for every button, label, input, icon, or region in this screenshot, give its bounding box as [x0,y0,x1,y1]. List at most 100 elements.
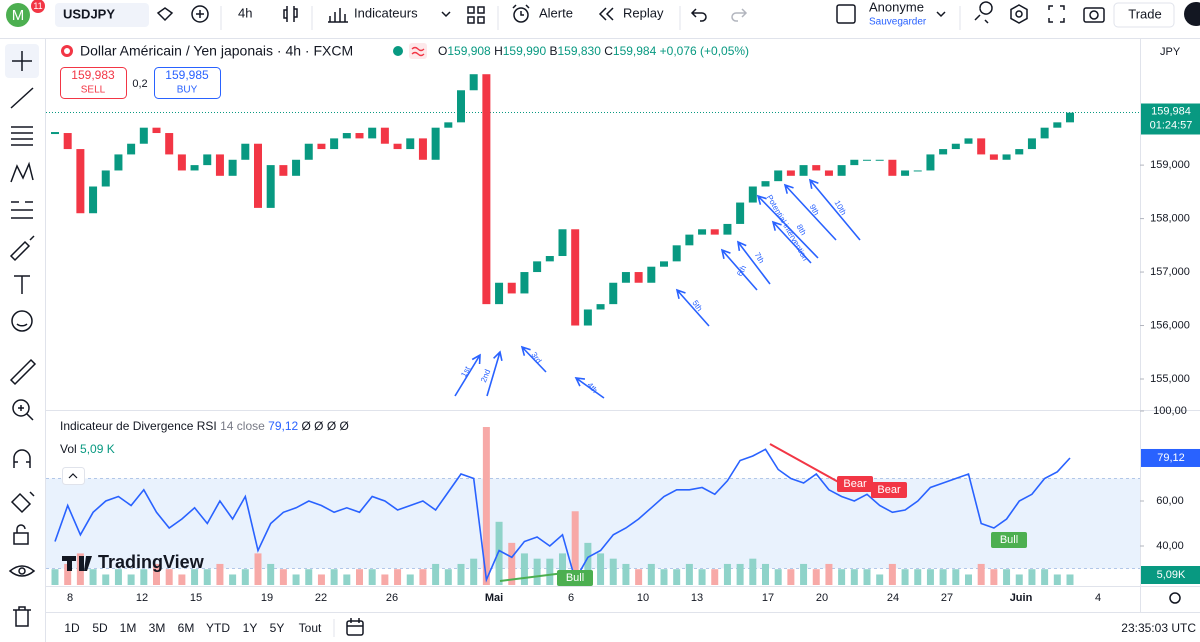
range-button[interactable]: 5D [92,621,108,635]
candle [215,154,224,176]
tool-ruler[interactable] [9,358,37,386]
alert-button[interactable]: Alerte [539,5,573,20]
account-button[interactable] [1184,2,1200,26]
candle [342,133,351,139]
logo[interactable] [6,3,30,27]
trade-button-box[interactable] [1113,2,1175,28]
interval[interactable]: 4h [238,5,252,20]
icon-indicators[interactable] [328,8,348,23]
volume-bar [368,569,376,585]
candle [774,170,783,182]
time-label: 15 [190,592,202,604]
candle [939,149,948,155]
time-label: 17 [762,592,774,604]
volume-badge-label: 5,09K [1157,569,1186,581]
candle [748,186,757,203]
range-button[interactable]: 1Y [243,621,258,635]
flag-icon-inner [64,48,70,54]
range-button[interactable]: 5Y [270,621,285,635]
icon-axis-settings[interactable] [1169,592,1181,604]
candle [89,186,98,214]
icon-chevron[interactable] [936,11,946,18]
range-button[interactable]: YTD [206,621,230,635]
icon-add[interactable] [191,5,209,23]
candle [127,143,136,155]
icon-settings[interactable] [1010,4,1028,24]
tool-text[interactable] [14,275,30,294]
range-button[interactable]: 1D [64,621,80,635]
time-label: 6 [568,592,574,604]
tool-fib[interactable] [11,126,33,146]
volume-bar [419,569,427,585]
symbol-box[interactable] [55,3,149,27]
volume-bar [901,569,909,585]
tool-visibility[interactable] [8,565,36,577]
tool-crosshair[interactable] [12,51,32,71]
tool-forecast[interactable] [11,201,33,219]
icon-undo[interactable] [690,8,707,22]
volume-bar [597,553,605,585]
tool-emoji[interactable] [11,310,33,332]
divergence-label: Bear [843,478,867,490]
candle [190,165,199,171]
rsi-band [46,478,1140,569]
vol-legend: Vol 5,09 K [60,442,115,456]
icon-snapshot[interactable] [1083,7,1105,23]
range-button[interactable]: 6M [178,621,195,635]
rsi-value: 79,12 [268,419,298,433]
save-label[interactable]: Sauvegarder [869,17,927,28]
icon-candles[interactable] [283,6,298,22]
candle [736,202,745,224]
time-label: 22 [315,592,327,604]
candle [139,127,148,144]
tool-magnet[interactable] [13,449,31,468]
volume-bar [343,574,351,585]
currency-box[interactable] [1148,42,1192,62]
range-button[interactable]: 3M [149,621,166,635]
volume-bar [749,558,757,585]
icon-quick-search[interactable] [974,1,993,24]
icon-chevron[interactable] [441,11,451,18]
icon-layout[interactable] [467,6,485,24]
icon-goto-date[interactable] [346,620,364,636]
volume-bar [711,569,719,585]
candle [482,74,491,305]
ohlc-key: O [438,44,447,58]
plot: 155,000 156,000 157,000 158,000 159,000 100,0… [46,74,1200,604]
icon-compare[interactable] [156,7,174,22]
tool-lock[interactable] [13,532,29,545]
candle [964,138,973,144]
currency[interactable]: JPY [1160,46,1181,58]
volume-bar [114,569,122,585]
candle [545,256,554,262]
indicators-button[interactable]: Indicateurs [354,5,418,20]
candle [571,229,580,326]
icon-replay[interactable] [598,7,614,21]
collapse-button[interactable] [62,467,85,485]
tool-trendline[interactable] [10,87,34,109]
icon-fullscreen[interactable] [1048,5,1065,23]
buy-button[interactable] [154,67,221,99]
candle [621,272,630,283]
range-button[interactable]: Tout [299,621,322,635]
volume-bar [863,569,871,585]
badge [31,0,45,13]
annotation-arrow [675,288,710,327]
replay-button[interactable]: Replay [623,5,664,20]
volume-bar [990,569,998,585]
icon-layout-save[interactable] [836,4,856,24]
tool-brush[interactable] [9,235,35,262]
tool-lock-draw[interactable] [10,491,35,514]
range-button[interactable]: 1M [120,621,137,635]
volume-bar [178,574,186,585]
candle [596,304,605,310]
sell-button[interactable] [60,67,127,99]
tool-trash[interactable] [13,606,31,627]
trade-button[interactable]: Trade [1128,6,1161,21]
icon-alert[interactable] [513,7,529,23]
volume-bar [356,569,363,585]
candle [710,229,719,235]
tool-pattern[interactable] [10,161,34,183]
ohlc: O159,908 H159,990 B159,830 C159,984 +0,0… [438,44,749,58]
tool-zoom[interactable] [12,399,30,417]
